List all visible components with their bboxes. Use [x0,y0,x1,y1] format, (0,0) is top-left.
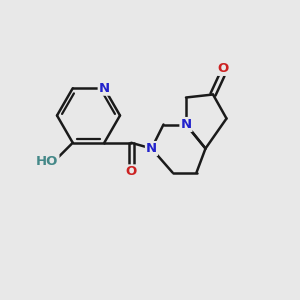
Text: N: N [180,118,192,131]
Text: O: O [218,62,229,75]
Text: HO: HO [36,155,58,168]
Text: N: N [146,142,157,155]
Text: N: N [99,82,110,95]
Text: O: O [126,165,137,178]
